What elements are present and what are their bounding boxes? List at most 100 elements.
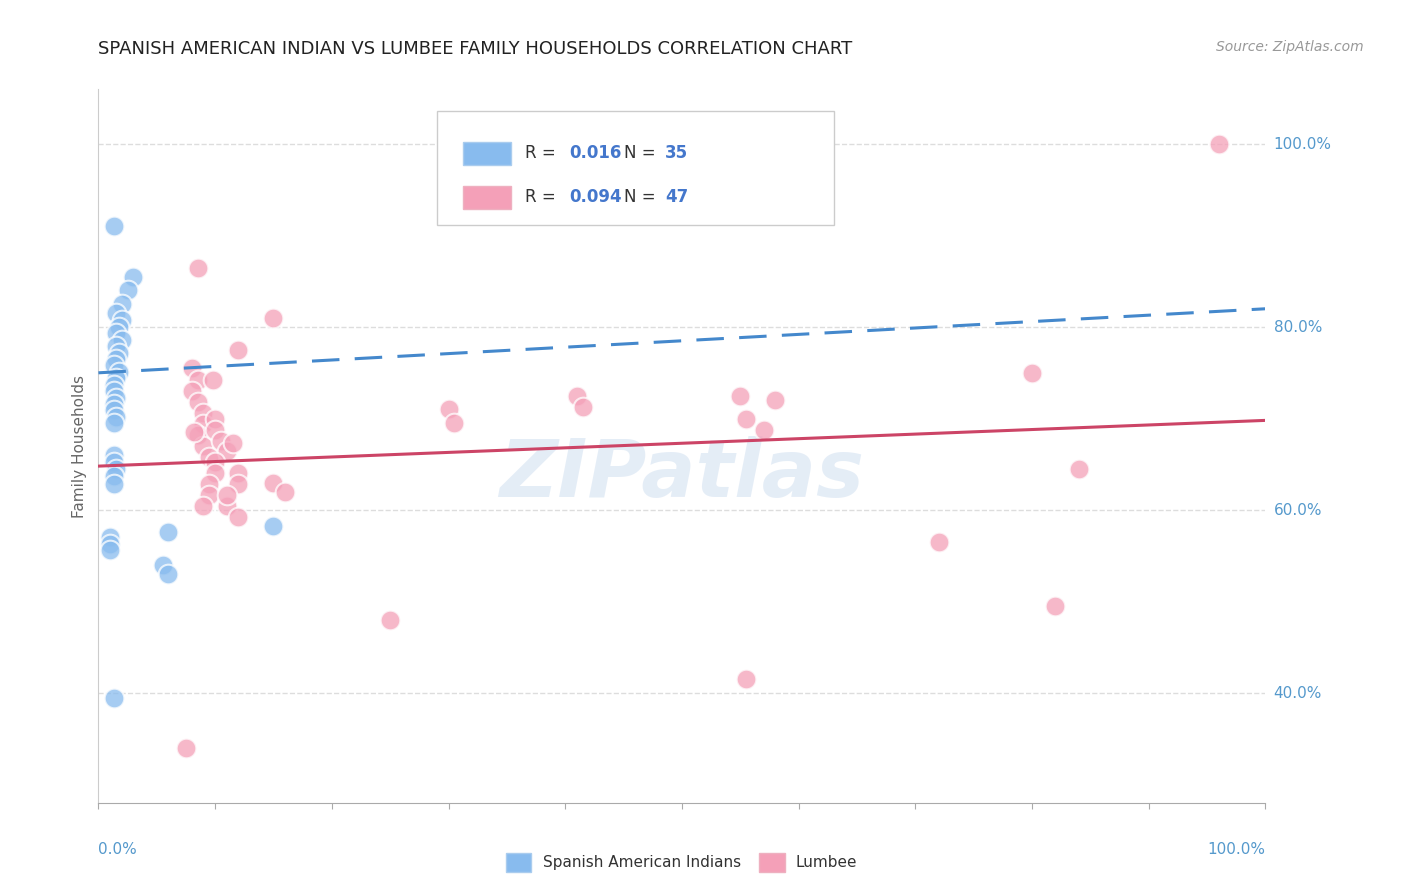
Point — [204, 467, 226, 481]
Point — [103, 469, 125, 483]
FancyBboxPatch shape — [463, 142, 510, 165]
Point — [98, 537, 121, 551]
Point — [187, 395, 209, 409]
Point — [198, 477, 221, 491]
Point — [187, 428, 209, 442]
Point — [204, 411, 226, 425]
Point — [198, 450, 221, 464]
Point — [108, 345, 131, 359]
Point — [104, 339, 127, 353]
Point — [122, 269, 145, 284]
Point — [111, 333, 134, 347]
Text: R =: R = — [524, 145, 561, 162]
Point — [228, 510, 250, 524]
Point — [108, 365, 131, 379]
Point — [103, 397, 125, 411]
Point — [1021, 366, 1043, 380]
Text: 35: 35 — [665, 145, 688, 162]
Point — [104, 306, 127, 320]
Point — [98, 543, 121, 558]
Point — [152, 558, 174, 572]
Text: Source: ZipAtlas.com: Source: ZipAtlas.com — [1216, 40, 1364, 54]
Point — [730, 389, 752, 403]
Text: 0.0%: 0.0% — [98, 842, 138, 856]
Point — [437, 402, 460, 417]
Text: N =: N = — [624, 145, 661, 162]
Text: 0.094: 0.094 — [569, 188, 621, 206]
Text: 47: 47 — [665, 188, 689, 206]
Point — [157, 567, 180, 582]
Point — [215, 500, 238, 514]
Point — [157, 524, 180, 539]
Point — [262, 518, 284, 533]
Text: R =: R = — [524, 188, 561, 206]
FancyBboxPatch shape — [463, 186, 510, 209]
Point — [104, 352, 127, 367]
Point — [108, 320, 131, 334]
Point — [103, 384, 125, 398]
Point — [1067, 462, 1090, 476]
Point — [104, 326, 127, 341]
Point — [215, 488, 238, 502]
Point — [228, 467, 250, 481]
Point — [763, 393, 786, 408]
Point — [1208, 137, 1230, 152]
Text: 60.0%: 60.0% — [1274, 502, 1322, 517]
Point — [201, 373, 224, 387]
Point — [221, 436, 243, 450]
Point — [103, 219, 125, 234]
Point — [187, 373, 209, 387]
Point — [103, 448, 125, 462]
Text: 40.0%: 40.0% — [1274, 686, 1322, 700]
Text: 100.0%: 100.0% — [1274, 136, 1331, 152]
Text: Lumbee: Lumbee — [796, 855, 858, 870]
Point — [104, 409, 127, 424]
Text: 80.0%: 80.0% — [1274, 319, 1322, 334]
Point — [928, 535, 950, 549]
Text: N =: N = — [624, 188, 661, 206]
Point — [180, 384, 202, 398]
Point — [103, 377, 125, 392]
Point — [215, 444, 238, 458]
Text: SPANISH AMERICAN INDIAN VS LUMBEE FAMILY HOUSEHOLDS CORRELATION CHART: SPANISH AMERICAN INDIAN VS LUMBEE FAMILY… — [98, 40, 852, 58]
Text: ZIPatlas: ZIPatlas — [499, 435, 865, 514]
Point — [204, 455, 226, 469]
Point — [111, 312, 134, 326]
Point — [193, 417, 215, 431]
Point — [104, 462, 127, 476]
Point — [735, 673, 758, 687]
Point — [735, 411, 758, 425]
Point — [117, 284, 139, 298]
Point — [103, 476, 125, 491]
Point — [193, 500, 215, 514]
Point — [443, 416, 465, 430]
Point — [1045, 599, 1067, 613]
Text: Spanish American Indians: Spanish American Indians — [543, 855, 741, 870]
Point — [262, 310, 284, 325]
Point — [174, 740, 197, 755]
Point — [274, 484, 297, 499]
Point — [180, 361, 202, 376]
Point — [565, 389, 588, 403]
Point — [103, 690, 125, 705]
Point — [103, 359, 125, 373]
Point — [103, 403, 125, 417]
Point — [204, 423, 226, 437]
Point — [104, 371, 127, 385]
Point — [228, 343, 250, 357]
Point — [752, 423, 775, 437]
Point — [183, 425, 205, 440]
Point — [103, 455, 125, 469]
Point — [378, 613, 402, 627]
Point — [193, 406, 215, 420]
Point — [571, 400, 593, 414]
Point — [111, 297, 134, 311]
Point — [104, 391, 127, 405]
Point — [193, 439, 215, 453]
Text: 0.016: 0.016 — [569, 145, 621, 162]
Point — [209, 434, 232, 448]
Y-axis label: Family Households: Family Households — [72, 375, 87, 517]
Point — [228, 477, 250, 491]
FancyBboxPatch shape — [437, 111, 834, 225]
Point — [98, 531, 121, 545]
